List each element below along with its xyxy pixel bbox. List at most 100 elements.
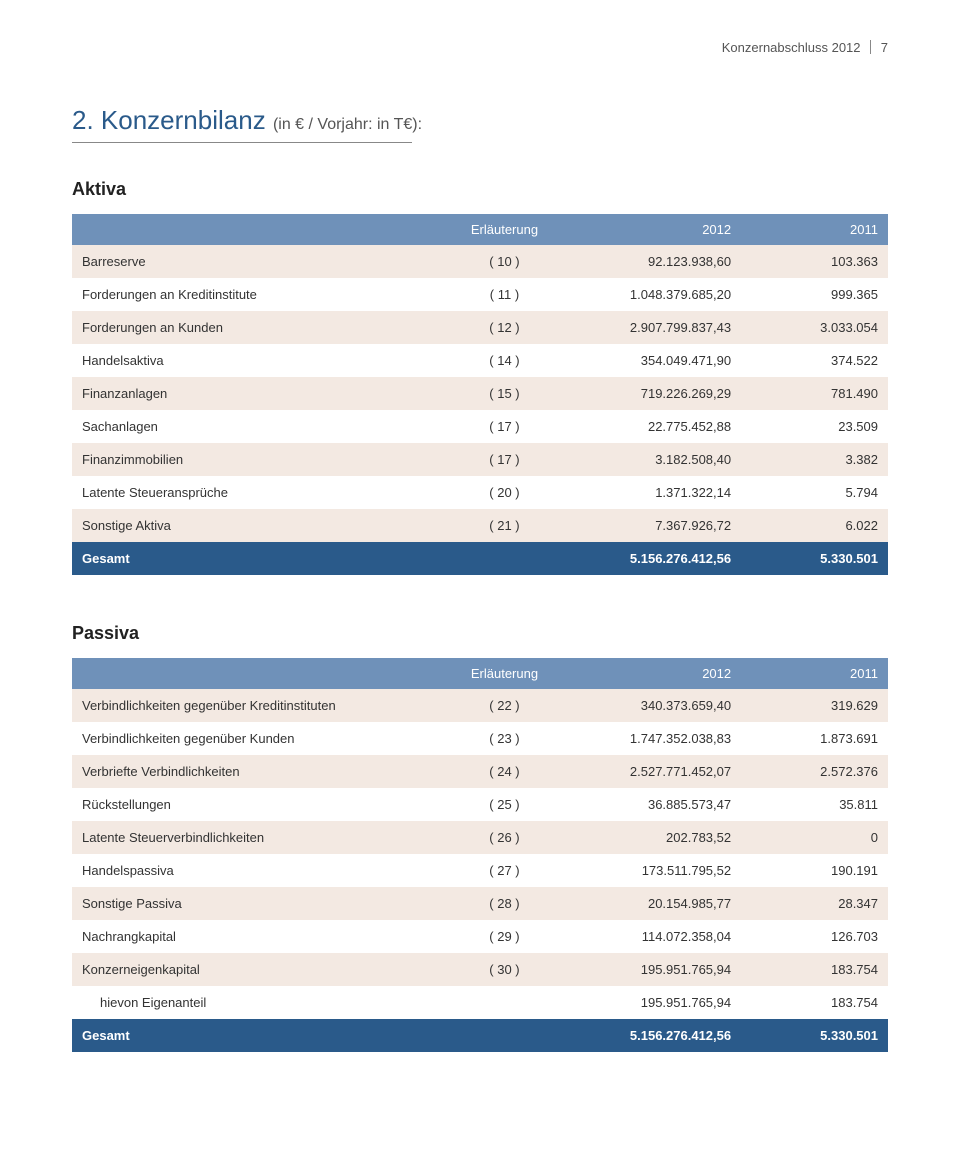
- cell-note: ( 30 ): [447, 953, 561, 986]
- cell-label: Sachanlagen: [72, 410, 447, 443]
- header-separator: [870, 40, 871, 54]
- cell-2011: 2.572.376: [741, 755, 888, 788]
- section-number: 2.: [72, 105, 94, 135]
- cell-2011: 190.191: [741, 854, 888, 887]
- cell-2011: 374.522: [741, 344, 888, 377]
- col-label: [72, 658, 447, 689]
- col-label: [72, 214, 447, 245]
- section-note: (in € / Vorjahr: in T€):: [273, 116, 422, 133]
- cell-note: ( 28 ): [447, 887, 561, 920]
- cell-2012: 20.154.985,77: [562, 887, 742, 920]
- section-name: Konzernbilanz: [101, 105, 266, 135]
- table-row: Sonstige Passiva( 28 )20.154.985,7728.34…: [72, 887, 888, 920]
- cell-2011: 6.022: [741, 509, 888, 542]
- cell-2012: 195.951.765,94: [562, 953, 742, 986]
- cell-label: Verbriefte Verbindlichkeiten: [72, 755, 447, 788]
- cell-2012: 36.885.573,47: [562, 788, 742, 821]
- table-row: Finanzimmobilien( 17 )3.182.508,403.382: [72, 443, 888, 476]
- cell-total-v2011: 5.330.501: [741, 1019, 888, 1052]
- cell-2012: 3.182.508,40: [562, 443, 742, 476]
- cell-note: ( 10 ): [447, 245, 561, 278]
- col-2011: 2011: [741, 658, 888, 689]
- section-title: 2. Konzernbilanz (in € / Vorjahr: in T€)…: [72, 105, 888, 136]
- cell-2011: 3.033.054: [741, 311, 888, 344]
- cell-note: ( 12 ): [447, 311, 561, 344]
- cell-2012: 340.373.659,40: [562, 689, 742, 722]
- cell-2011: 103.363: [741, 245, 888, 278]
- cell-2012: 719.226.269,29: [562, 377, 742, 410]
- col-2012: 2012: [562, 658, 742, 689]
- cell-2011: 3.382: [741, 443, 888, 476]
- title-rule: [72, 142, 412, 143]
- cell-2012: 114.072.358,04: [562, 920, 742, 953]
- cell-2012: 1.371.322,14: [562, 476, 742, 509]
- cell-note: ( 15 ): [447, 377, 561, 410]
- cell-2011: 0: [741, 821, 888, 854]
- table-row: Verbriefte Verbindlichkeiten( 24 )2.527.…: [72, 755, 888, 788]
- cell-label: Konzerneigenkapital: [72, 953, 447, 986]
- cell-2011: 781.490: [741, 377, 888, 410]
- table-row: Rückstellungen( 25 )36.885.573,4735.811: [72, 788, 888, 821]
- table-row-total: Gesamt5.156.276.412,565.330.501: [72, 542, 888, 575]
- table-row: Latente Steueransprüche( 20 )1.371.322,1…: [72, 476, 888, 509]
- cell-2012: 92.123.938,60: [562, 245, 742, 278]
- table-row: Sachanlagen( 17 )22.775.452,8823.509: [72, 410, 888, 443]
- cell-label: Sonstige Passiva: [72, 887, 447, 920]
- cell-2012: 195.951.765,94: [562, 986, 742, 1019]
- cell-2011: 5.794: [741, 476, 888, 509]
- cell-note: ( 25 ): [447, 788, 561, 821]
- table-row: Konzerneigenkapital( 30 )195.951.765,941…: [72, 953, 888, 986]
- cell-label: Handelspassiva: [72, 854, 447, 887]
- cell-2011: 183.754: [741, 953, 888, 986]
- cell-2012: 1.747.352.038,83: [562, 722, 742, 755]
- cell-2012: 7.367.926,72: [562, 509, 742, 542]
- table-row: Handelspassiva( 27 )173.511.795,52190.19…: [72, 854, 888, 887]
- table-header-row: Erläuterung 2012 2011: [72, 658, 888, 689]
- cell-label: Finanzanlagen: [72, 377, 447, 410]
- cell-note: ( 21 ): [447, 509, 561, 542]
- cell-note: ( 24 ): [447, 755, 561, 788]
- cell-note: ( 20 ): [447, 476, 561, 509]
- cell-note: ( 26 ): [447, 821, 561, 854]
- table-row: Barreserve( 10 )92.123.938,60103.363: [72, 245, 888, 278]
- cell-2012: 2.907.799.837,43: [562, 311, 742, 344]
- cell-label: Finanzimmobilien: [72, 443, 447, 476]
- cell-note: ( 17 ): [447, 443, 561, 476]
- col-2012: 2012: [562, 214, 742, 245]
- cell-label: hievon Eigenanteil: [72, 986, 447, 1019]
- cell-note: ( 27 ): [447, 854, 561, 887]
- cell-label: Nachrangkapital: [72, 920, 447, 953]
- cell-2011: 35.811: [741, 788, 888, 821]
- cell-note: ( 22 ): [447, 689, 561, 722]
- cell-2011: 183.754: [741, 986, 888, 1019]
- cell-2012: 1.048.379.685,20: [562, 278, 742, 311]
- cell-note: ( 11 ): [447, 278, 561, 311]
- table-row: Sonstige Aktiva( 21 )7.367.926,726.022: [72, 509, 888, 542]
- aktiva-body: Barreserve( 10 )92.123.938,60103.363Ford…: [72, 245, 888, 575]
- cell-2012: 354.049.471,90: [562, 344, 742, 377]
- aktiva-table: Erläuterung 2012 2011 Barreserve( 10 )92…: [72, 214, 888, 575]
- table-row: Forderungen an Kunden( 12 )2.907.799.837…: [72, 311, 888, 344]
- table-row: Handelsaktiva( 14 )354.049.471,90374.522: [72, 344, 888, 377]
- cell-note: ( 29 ): [447, 920, 561, 953]
- table-header-row: Erläuterung 2012 2011: [72, 214, 888, 245]
- cell-label: Rückstellungen: [72, 788, 447, 821]
- cell-2012: 2.527.771.452,07: [562, 755, 742, 788]
- cell-2011: 1.873.691: [741, 722, 888, 755]
- cell-total-note: [447, 542, 561, 575]
- table-row: Verbindlichkeiten gegenüber Kunden( 23 )…: [72, 722, 888, 755]
- cell-2011: 28.347: [741, 887, 888, 920]
- cell-note: ( 23 ): [447, 722, 561, 755]
- cell-label: Verbindlichkeiten gegenüber Kunden: [72, 722, 447, 755]
- cell-total-v2012: 5.156.276.412,56: [562, 1019, 742, 1052]
- header-title: Konzernabschluss 2012: [722, 40, 861, 55]
- cell-note: ( 14 ): [447, 344, 561, 377]
- cell-2011: 999.365: [741, 278, 888, 311]
- table-row: Forderungen an Kreditinstitute( 11 )1.04…: [72, 278, 888, 311]
- table-row: Latente Steuerverbindlichkeiten( 26 )202…: [72, 821, 888, 854]
- table-row: Finanzanlagen( 15 )719.226.269,29781.490: [72, 377, 888, 410]
- cell-2012: 173.511.795,52: [562, 854, 742, 887]
- col-2011: 2011: [741, 214, 888, 245]
- cell-2012: 22.775.452,88: [562, 410, 742, 443]
- cell-label: Forderungen an Kreditinstitute: [72, 278, 447, 311]
